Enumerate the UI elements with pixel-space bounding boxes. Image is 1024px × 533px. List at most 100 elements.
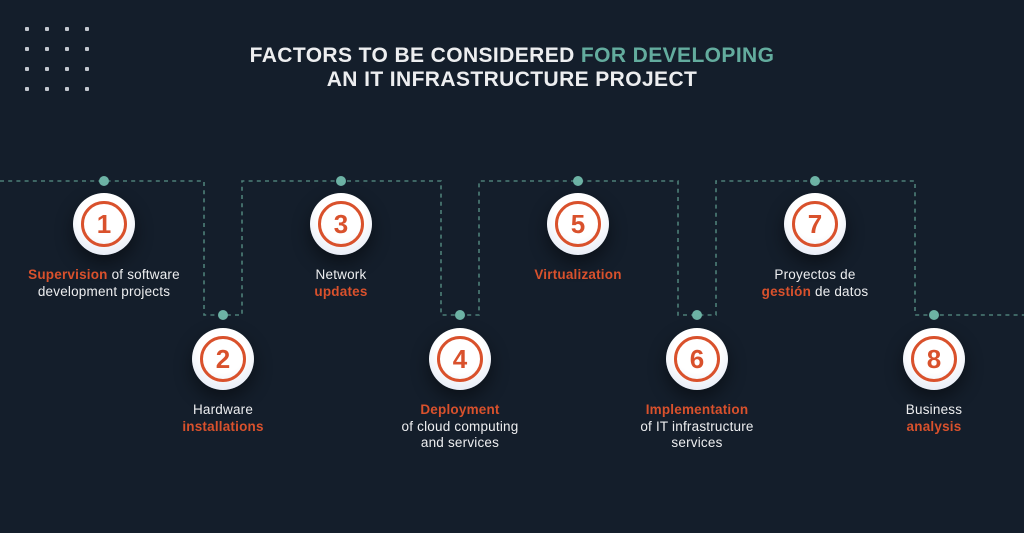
step-label-text: development projects bbox=[37, 283, 171, 299]
connector-node-dot bbox=[99, 176, 109, 186]
step-number-ring: 3 bbox=[318, 201, 364, 247]
step-4: 4 Deployment of cloud computing and service… bbox=[372, 328, 548, 452]
connector-node-dot bbox=[455, 310, 465, 320]
step-label-highlight: Deployment bbox=[420, 402, 500, 417]
step-number-ring: 6 bbox=[674, 336, 720, 382]
step-label-line: Business bbox=[906, 402, 962, 419]
step-number-ring: 8 bbox=[911, 336, 957, 382]
corner-dots-decoration bbox=[25, 27, 89, 91]
step-number: 4 bbox=[452, 343, 468, 374]
step-badge: 3 bbox=[310, 193, 372, 255]
decor-dot bbox=[25, 87, 29, 91]
step-label: Supervision of software development proje… bbox=[28, 267, 180, 300]
step-number: 2 bbox=[215, 343, 231, 374]
step-label-text: of IT infrastructure bbox=[640, 418, 754, 434]
connector-node-dot bbox=[336, 176, 346, 186]
step-badge: 1 bbox=[73, 193, 135, 255]
step-number-ring: 7 bbox=[792, 201, 838, 247]
decor-dot bbox=[45, 67, 49, 71]
step-label: Virtualization bbox=[534, 267, 621, 284]
decor-dot bbox=[25, 67, 29, 71]
step-label-text: Business bbox=[905, 402, 963, 417]
step-label-line: Virtualization bbox=[534, 267, 621, 284]
step-number: 5 bbox=[570, 208, 586, 239]
step-label-text: Proyectos de bbox=[774, 267, 856, 282]
decor-dot bbox=[85, 87, 89, 91]
step-label-line: development projects bbox=[28, 284, 180, 301]
step-label-line: analysis bbox=[906, 419, 962, 436]
step-label-highlight: gestión bbox=[761, 283, 812, 299]
title-line1-main: FACTORS TO BE CONSIDERED bbox=[249, 44, 581, 67]
step-label-text: Network bbox=[315, 267, 367, 282]
step-label-line: Implementation bbox=[640, 402, 753, 419]
step-label-text: de datos bbox=[811, 283, 869, 299]
step-number-ring: 4 bbox=[437, 336, 483, 382]
title-line1-accent: FOR DEVELOPING bbox=[580, 44, 775, 67]
step-label: Implementation of IT infrastructure servic… bbox=[640, 402, 753, 452]
step-badge: 7 bbox=[784, 193, 846, 255]
connector-node-dot bbox=[929, 310, 939, 320]
step-number: 7 bbox=[807, 208, 823, 239]
step-label-text: services bbox=[671, 435, 723, 450]
step-number-ring: 5 bbox=[555, 201, 601, 247]
step-number-ring: 2 bbox=[200, 336, 246, 382]
decor-dot bbox=[65, 47, 69, 51]
step-label-line: and services bbox=[402, 435, 519, 452]
connector-node-dot bbox=[573, 176, 583, 186]
step-label-line: of IT infrastructure bbox=[640, 419, 753, 436]
step-label-highlight: Implementation bbox=[645, 402, 749, 417]
step-label-highlight: installations bbox=[182, 418, 264, 434]
step-label: Hardware installations bbox=[182, 402, 263, 435]
step-label-text: of software bbox=[107, 267, 180, 282]
decor-dot bbox=[85, 67, 89, 71]
step-label-text: and services bbox=[420, 435, 500, 450]
step-label-line: updates bbox=[314, 284, 367, 301]
step-label-text: of cloud computing bbox=[401, 418, 519, 434]
connector-node-dot bbox=[692, 310, 702, 320]
step-label-line: Network bbox=[314, 267, 367, 284]
step-label: Deployment of cloud computing and services bbox=[402, 402, 519, 452]
step-label-line: Supervision of software bbox=[28, 267, 180, 284]
decor-dot bbox=[25, 27, 29, 31]
step-label-line: gestión de datos bbox=[762, 284, 869, 301]
step-number-ring: 1 bbox=[81, 201, 127, 247]
step-label-highlight: analysis bbox=[906, 418, 962, 434]
decor-dot bbox=[45, 87, 49, 91]
step-badge: 8 bbox=[903, 328, 965, 390]
step-label-line: Deployment bbox=[402, 402, 519, 419]
page-title: FACTORS TO BE CONSIDERED FOR DEVELOPING … bbox=[0, 44, 1024, 92]
step-label-highlight: updates bbox=[314, 283, 368, 299]
step-label-line: services bbox=[640, 435, 753, 452]
step-number: 6 bbox=[689, 343, 705, 374]
title-line-2: AN IT INFRASTRUCTURE PROJECT bbox=[326, 68, 698, 91]
step-label-highlight: Supervision bbox=[28, 267, 108, 282]
step-7: 7 Proyectos de gestión de datos bbox=[727, 193, 903, 300]
step-label-text: Hardware bbox=[192, 402, 254, 417]
step-label: Proyectos de gestión de datos bbox=[762, 267, 869, 300]
decor-dot bbox=[45, 47, 49, 51]
decor-dot bbox=[25, 47, 29, 51]
step-label-highlight: Virtualization bbox=[534, 267, 622, 282]
step-5: 5 Virtualization bbox=[490, 193, 666, 284]
step-3: 3 Network updates bbox=[253, 193, 429, 300]
decor-dot bbox=[65, 87, 69, 91]
step-8: 8 Business analysis bbox=[846, 328, 1022, 435]
connector-node-dot bbox=[810, 176, 820, 186]
step-badge: 5 bbox=[547, 193, 609, 255]
step-label-line: of cloud computing bbox=[402, 419, 519, 436]
step-label: Business analysis bbox=[906, 402, 962, 435]
step-number: 8 bbox=[926, 343, 942, 374]
connector-node-dot bbox=[218, 310, 228, 320]
decor-dot bbox=[45, 27, 49, 31]
step-badge: 2 bbox=[192, 328, 254, 390]
step-1: 1 Supervision of software development proj… bbox=[16, 193, 192, 300]
decor-dot bbox=[65, 27, 69, 31]
decor-dot bbox=[85, 27, 89, 31]
decor-dot bbox=[65, 67, 69, 71]
step-label: Network updates bbox=[314, 267, 367, 300]
decor-dot bbox=[85, 47, 89, 51]
title-line-1: FACTORS TO BE CONSIDERED FOR DEVELOPING bbox=[0, 44, 1024, 68]
step-2: 2 Hardware installations bbox=[135, 328, 311, 435]
